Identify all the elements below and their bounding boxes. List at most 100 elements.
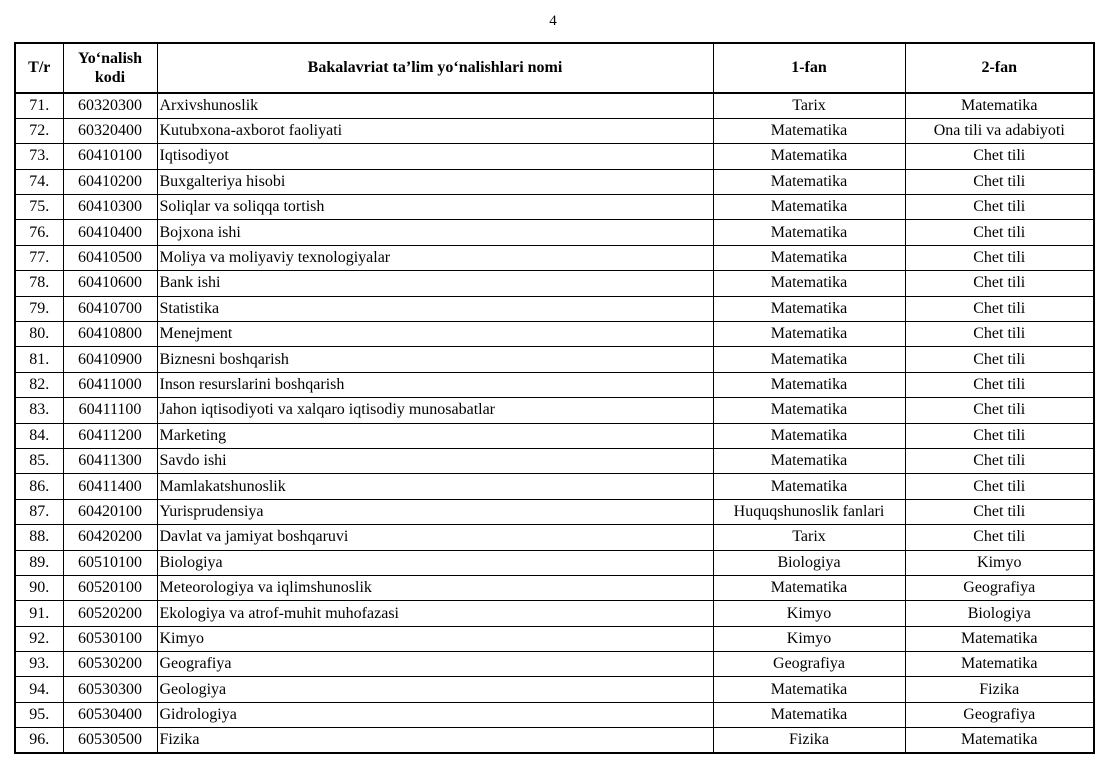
- cell-direction-code: 60411100: [62, 397, 158, 424]
- table-body: 71. 60320300 Arxivshunoslik Tarix Matema…: [14, 92, 1095, 754]
- cell-row-number: 85.: [14, 447, 64, 475]
- table-row: 90. 60520100 Meteorologiya va iqlimshuno…: [14, 574, 1095, 602]
- table-row: 82. 60411000 Inson resurslarini boshqari…: [14, 371, 1095, 399]
- cell-direction-name: Bojxona ishi: [156, 219, 714, 246]
- cell-direction-code: 60530300: [62, 676, 158, 703]
- cell-direction-name: Buxgalteriya hisobi: [156, 168, 714, 196]
- cell-row-number: 72.: [14, 117, 64, 145]
- cell-subject-1: Matematika: [712, 168, 906, 196]
- cell-direction-name: Meteorologiya va iqlimshunoslik: [156, 574, 714, 602]
- cell-row-number: 78.: [14, 270, 64, 297]
- cell-subject-2: Geografiya: [904, 574, 1095, 602]
- cell-subject-1: Tarix: [712, 524, 906, 551]
- cell-direction-name: Arxivshunoslik: [156, 92, 714, 119]
- cell-subject-2: Kimyo: [904, 549, 1095, 576]
- cell-subject-1: Matematika: [712, 701, 906, 729]
- cell-direction-code: 60420100: [62, 498, 158, 526]
- cell-direction-name: Kimyo: [156, 625, 714, 653]
- cell-subject-2: Matematika: [904, 727, 1095, 754]
- cell-direction-code: 60410500: [62, 244, 158, 272]
- cell-subject-1: Matematika: [712, 244, 906, 272]
- cell-subject-1: Matematika: [712, 371, 906, 399]
- table-row: 74. 60410200 Buxgalteriya hisobi Matemat…: [14, 168, 1095, 196]
- cell-direction-code: 60530400: [62, 701, 158, 729]
- cell-row-number: 93.: [14, 651, 64, 678]
- cell-direction-code: 60410900: [62, 346, 158, 373]
- cell-row-number: 76.: [14, 219, 64, 246]
- cell-direction-name: Biologiya: [156, 549, 714, 576]
- cell-direction-code: 60410300: [62, 194, 158, 221]
- cell-subject-2: Chet tili: [904, 346, 1095, 373]
- cell-direction-name: Inson resurslarini boshqarish: [156, 371, 714, 399]
- cell-subject-2: Chet tili: [904, 194, 1095, 221]
- cell-direction-name: Mamlakatshunoslik: [156, 473, 714, 500]
- cell-row-number: 82.: [14, 371, 64, 399]
- table-row: 88. 60420200 Davlat va jamiyat boshqaruv…: [14, 524, 1095, 551]
- cell-subject-2: Chet tili: [904, 397, 1095, 424]
- cell-subject-2: Matematika: [904, 92, 1095, 119]
- table-row: 75. 60410300 Soliqlar va soliqqa tortish…: [14, 194, 1095, 221]
- cell-direction-code: 60530200: [62, 651, 158, 678]
- cell-row-number: 86.: [14, 473, 64, 500]
- cell-subject-1: Matematika: [712, 270, 906, 297]
- table-row: 83. 60411100 Jahon iqtisodiyoti va xalqa…: [14, 397, 1095, 424]
- cell-subject-2: Chet tili: [904, 371, 1095, 399]
- cell-subject-1: Matematika: [712, 676, 906, 703]
- cell-row-number: 75.: [14, 194, 64, 221]
- cell-row-number: 83.: [14, 397, 64, 424]
- cell-subject-2: Chet tili: [904, 143, 1095, 170]
- cell-row-number: 81.: [14, 346, 64, 373]
- cell-row-number: 73.: [14, 143, 64, 170]
- table-row: 80. 60410800 Menejment Matematika Chet t…: [14, 321, 1095, 348]
- cell-direction-name: Yurisprudensiya: [156, 498, 714, 526]
- cell-subject-1: Huquqshunoslik fanlari: [712, 498, 906, 526]
- cell-row-number: 91.: [14, 600, 64, 627]
- table-row: 93. 60530200 Geografiya Geografiya Matem…: [14, 651, 1095, 678]
- cell-subject-1: Kimyo: [712, 600, 906, 627]
- table-row: 92. 60530100 Kimyo Kimyo Matematika: [14, 625, 1095, 653]
- cell-row-number: 90.: [14, 574, 64, 602]
- cell-direction-name: Geologiya: [156, 676, 714, 703]
- cell-subject-1: Biologiya: [712, 549, 906, 576]
- cell-direction-name: Jahon iqtisodiyoti va xalqaro iqtisodiy …: [156, 397, 714, 424]
- cell-row-number: 96.: [14, 727, 64, 754]
- page-number: 4: [549, 13, 557, 29]
- col-header-row-number: T/r: [14, 42, 64, 94]
- cell-row-number: 94.: [14, 676, 64, 703]
- cell-row-number: 88.: [14, 524, 64, 551]
- cell-subject-2: Biologiya: [904, 600, 1095, 627]
- table-row: 76. 60410400 Bojxona ishi Matematika Che…: [14, 219, 1095, 246]
- table-row: 77. 60410500 Moliya va moliyaviy texnolo…: [14, 244, 1095, 272]
- cell-subject-2: Ona tili va adabiyoti: [904, 117, 1095, 145]
- cell-direction-name: Iqtisodiyot: [156, 143, 714, 170]
- cell-subject-1: Matematika: [712, 422, 906, 449]
- table-row: 71. 60320300 Arxivshunoslik Tarix Matema…: [14, 92, 1095, 119]
- cell-direction-name: Ekologiya va atrof-muhit muhofazasi: [156, 600, 714, 627]
- cell-subject-2: Chet tili: [904, 270, 1095, 297]
- cell-subject-1: Fizika: [712, 727, 906, 754]
- cell-subject-1: Matematika: [712, 321, 906, 348]
- cell-direction-name: Marketing: [156, 422, 714, 449]
- cell-direction-code: 60410100: [62, 143, 158, 170]
- cell-direction-name: Menejment: [156, 321, 714, 348]
- col-header-direction-name: Bakalavriat ta’lim yo‘nalishlari nomi: [156, 42, 714, 94]
- cell-subject-1: Matematika: [712, 143, 906, 170]
- cell-subject-2: Fizika: [904, 676, 1095, 703]
- cell-direction-name: Bank ishi: [156, 270, 714, 297]
- cell-subject-2: Chet tili: [904, 473, 1095, 500]
- cell-direction-name: Savdo ishi: [156, 447, 714, 475]
- table-row: 84. 60411200 Marketing Matematika Chet t…: [14, 422, 1095, 449]
- cell-direction-code: 60320300: [62, 92, 158, 119]
- cell-row-number: 79.: [14, 295, 64, 323]
- cell-row-number: 92.: [14, 625, 64, 653]
- cell-direction-code: 60530100: [62, 625, 158, 653]
- cell-direction-code: 60510100: [62, 549, 158, 576]
- cell-subject-2: Chet tili: [904, 168, 1095, 196]
- cell-direction-name: Geografiya: [156, 651, 714, 678]
- cell-subject-1: Matematika: [712, 295, 906, 323]
- cell-direction-name: Biznesni boshqarish: [156, 346, 714, 373]
- cell-direction-code: 60411300: [62, 447, 158, 475]
- cell-row-number: 77.: [14, 244, 64, 272]
- cell-direction-code: 60410400: [62, 219, 158, 246]
- table-row: 94. 60530300 Geologiya Matematika Fizika: [14, 676, 1095, 703]
